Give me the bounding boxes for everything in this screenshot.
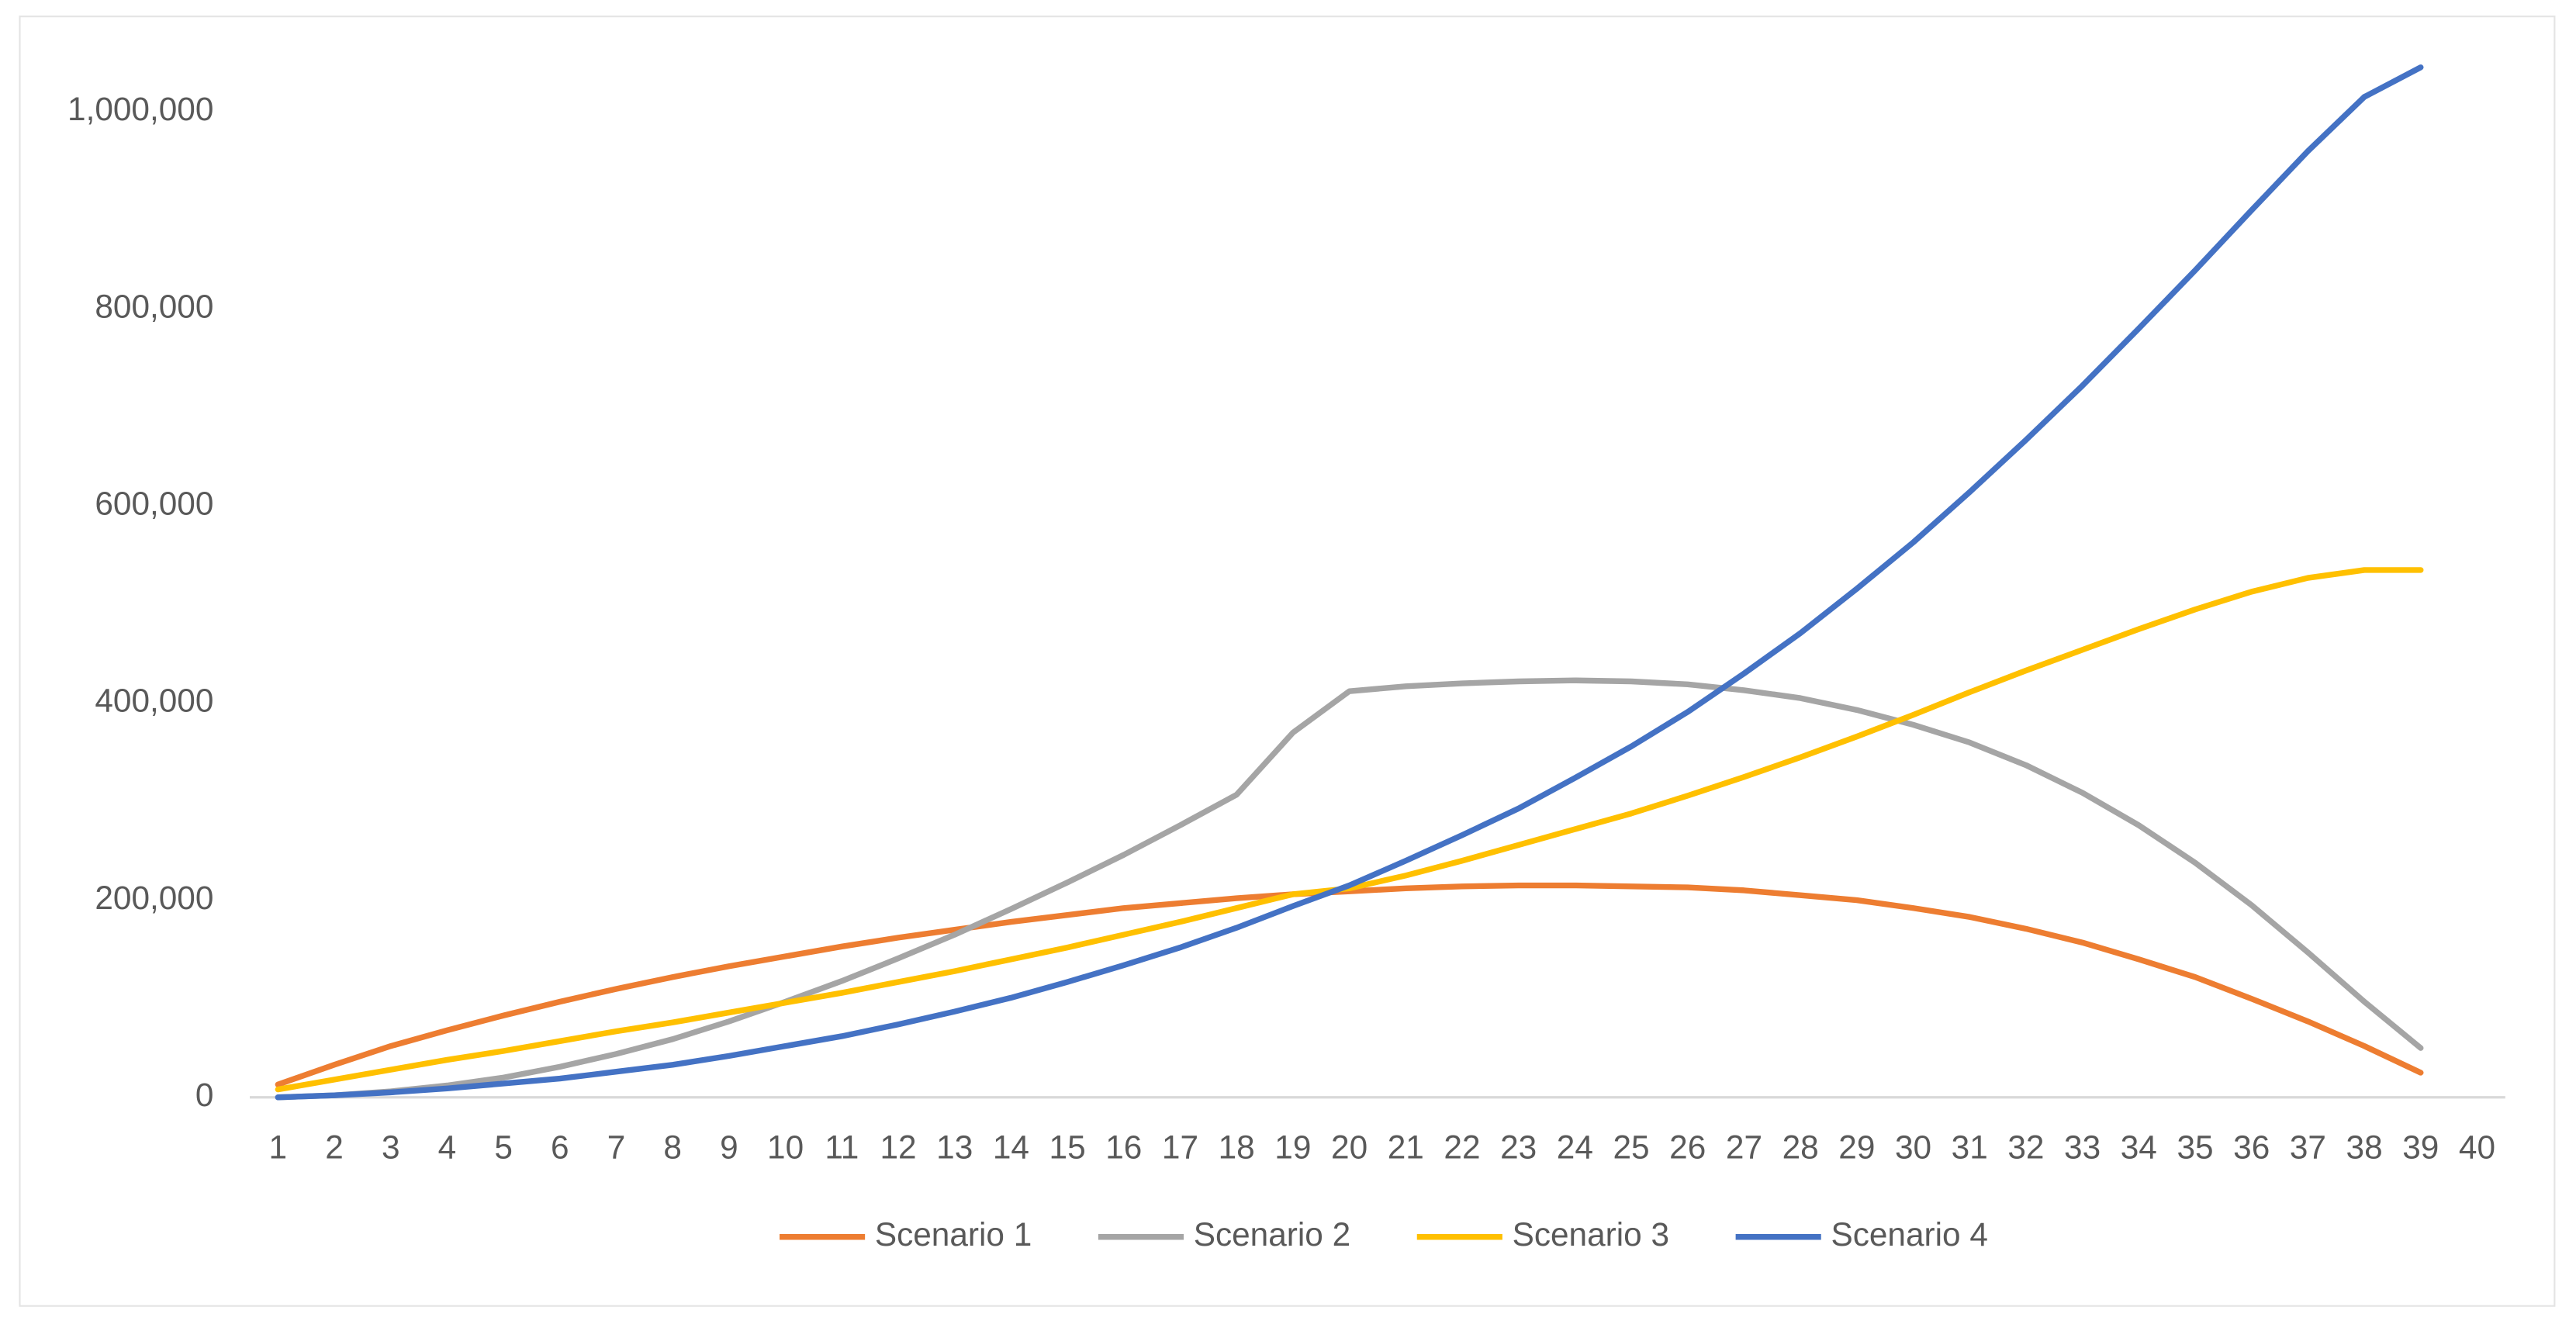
x-tick-label: 17 [1162,1129,1198,1166]
x-tick-label: 10 [767,1129,804,1166]
legend-label: Scenario 4 [1831,1216,1987,1253]
x-tick-label: 9 [720,1129,738,1166]
x-tick-label: 37 [2290,1129,2326,1166]
x-tick-label: 4 [438,1129,457,1166]
x-tick-label: 18 [1219,1129,1255,1166]
x-tick-label: 31 [1952,1129,1988,1166]
y-tick-label: 800,000 [95,288,213,324]
y-tick-label: 400,000 [95,683,213,719]
x-tick-label: 8 [663,1129,682,1166]
x-tick-label: 24 [1557,1129,1593,1166]
x-tick-label: 7 [607,1129,626,1166]
chart-frame [19,16,2556,1307]
x-tick-label: 21 [1388,1129,1424,1166]
x-tick-label: 11 [825,1129,859,1166]
x-tick-label: 1 [269,1129,288,1166]
x-tick-label: 19 [1274,1129,1311,1166]
x-tick-label: 15 [1049,1129,1086,1166]
x-tick-label: 22 [1444,1129,1480,1166]
x-tick-label: 2 [325,1129,344,1166]
x-tick-label: 35 [2177,1129,2213,1166]
x-tick-label: 13 [936,1129,973,1166]
x-tick-label: 33 [2064,1129,2101,1166]
series-line [275,677,2424,1101]
legend-label: Scenario 2 [1194,1216,1350,1253]
legend-label: Scenario 1 [875,1216,1032,1253]
x-tick-label: 38 [2346,1129,2383,1166]
x-tick-label: 6 [551,1129,569,1166]
x-tick-label: 32 [2007,1129,2044,1166]
x-tick-label: 16 [1105,1129,1142,1166]
series-line [275,882,2424,1087]
x-tick-label: 26 [1669,1129,1706,1166]
x-tick-label: 34 [2121,1129,2157,1166]
x-tick-label: 12 [880,1129,916,1166]
x-tick-label: 40 [2459,1129,2495,1166]
legend-label: Scenario 3 [1513,1216,1669,1253]
x-tick-label: 30 [1895,1129,1931,1166]
x-tick-label: 23 [1500,1129,1537,1166]
x-tick-label: 3 [382,1129,400,1166]
x-tick-label: 29 [1838,1129,1875,1166]
y-tick-label: 0 [195,1077,214,1113]
x-tick-label: 20 [1331,1129,1368,1166]
x-tick-label: 25 [1613,1129,1650,1166]
y-tick-label: 1,000,000 [67,91,213,127]
x-tick-label: 28 [1782,1129,1819,1166]
x-tick-label: 14 [993,1129,1029,1166]
x-tick-label: 36 [2233,1129,2270,1166]
x-tick-label: 39 [2402,1129,2439,1166]
y-tick-label: 600,000 [95,485,213,521]
y-tick-label: 200,000 [95,880,213,916]
series-line [275,64,2424,1101]
x-tick-label: 5 [494,1129,513,1166]
x-tick-label: 27 [1726,1129,1762,1166]
